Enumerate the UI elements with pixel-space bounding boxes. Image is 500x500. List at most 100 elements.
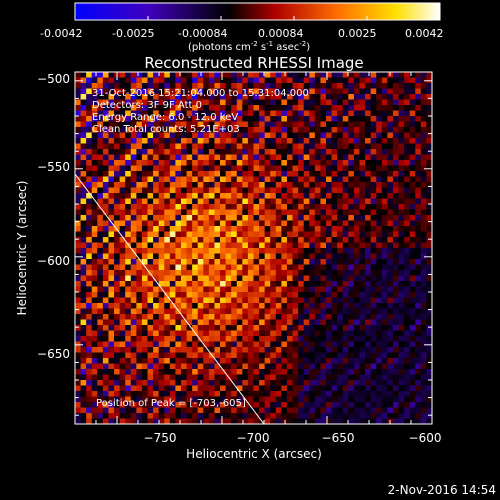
heatmap-cell xyxy=(80,358,87,364)
heatmap-cell xyxy=(342,88,349,95)
heatmap-cell xyxy=(309,209,316,216)
heatmap-cell xyxy=(331,418,338,424)
heatmap-cell xyxy=(169,99,176,106)
heatmap-cell xyxy=(91,149,98,155)
heatmap-cell xyxy=(75,83,81,89)
heatmap-cell xyxy=(314,341,321,348)
heatmap-cell xyxy=(130,341,137,348)
heatmap-cell xyxy=(353,116,360,122)
heatmap-cell xyxy=(164,143,171,150)
heatmap-cell xyxy=(264,94,271,100)
heatmap-cell xyxy=(220,160,226,166)
heatmap-cell xyxy=(281,270,288,276)
heatmap-cell xyxy=(409,182,416,188)
heatmap-cell xyxy=(108,160,115,166)
heatmap-cell xyxy=(253,127,260,133)
heatmap-cell xyxy=(326,341,332,348)
heatmap-cell xyxy=(275,154,282,161)
heatmap-cell xyxy=(409,275,416,282)
heatmap-cell xyxy=(164,204,171,210)
heatmap-cell xyxy=(125,193,132,199)
heatmap-cell xyxy=(147,292,154,298)
heatmap-cell xyxy=(376,369,383,375)
heatmap-cell xyxy=(331,292,338,298)
heatmap-cell xyxy=(125,413,132,419)
heatmap-cell xyxy=(192,374,199,381)
heatmap-cell xyxy=(376,418,383,424)
heatmap-cell xyxy=(214,418,221,424)
heatmap-cell xyxy=(359,215,366,221)
heatmap-cell xyxy=(169,132,176,139)
heatmap-cell xyxy=(259,88,265,95)
heatmap-cell xyxy=(420,264,427,271)
heatmap-cell xyxy=(353,319,360,326)
heatmap-cell xyxy=(392,358,399,364)
heatmap-cell xyxy=(320,352,327,359)
heatmap-cell xyxy=(147,352,154,359)
heatmap-cell xyxy=(298,83,305,89)
heatmap-cell xyxy=(231,275,238,282)
heatmap-cell xyxy=(164,336,171,342)
heatmap-cell xyxy=(91,187,98,194)
heatmap-cell xyxy=(370,242,377,249)
heatmap-cell xyxy=(326,385,332,392)
heatmap-cell xyxy=(348,83,355,89)
heatmap-cell xyxy=(208,209,215,216)
heatmap-cell xyxy=(286,116,293,122)
heatmap-cell xyxy=(147,132,154,139)
heatmap-cell xyxy=(225,259,232,265)
heatmap-cell xyxy=(303,264,310,271)
heatmap-cell xyxy=(242,77,249,84)
heatmap-cell xyxy=(91,380,98,386)
heatmap-cell xyxy=(409,319,416,326)
heatmap-cell xyxy=(102,369,109,375)
heatmap-cell xyxy=(75,198,81,205)
heatmap-cell xyxy=(303,303,310,309)
heatmap-cell xyxy=(80,286,87,293)
heatmap-cell xyxy=(220,352,226,359)
heatmap-cell xyxy=(180,358,187,364)
heatmap-cell xyxy=(342,187,349,194)
heatmap-cell xyxy=(387,248,394,254)
heatmap-cell xyxy=(292,341,299,348)
heatmap-cell xyxy=(180,275,187,282)
heatmap-cell xyxy=(80,369,87,375)
heatmap-cell xyxy=(108,352,115,359)
heatmap-cell xyxy=(192,187,199,194)
heatmap-cell xyxy=(331,127,338,133)
heatmap-cell xyxy=(309,352,316,359)
heatmap-cell xyxy=(326,88,332,95)
heatmap-cell xyxy=(292,165,299,172)
heatmap-cell xyxy=(404,259,410,265)
heatmap-cell xyxy=(303,314,310,320)
heatmap-cell xyxy=(169,193,176,199)
heatmap-cell xyxy=(147,176,154,183)
heatmap-cell xyxy=(253,237,260,243)
heatmap-cell xyxy=(114,187,120,194)
heatmap-cell xyxy=(392,121,399,128)
heatmap-cell xyxy=(164,237,171,243)
heatmap-cell xyxy=(147,319,154,326)
heatmap-cell xyxy=(86,385,93,392)
heatmap-cell xyxy=(376,94,383,100)
heatmap-cell xyxy=(153,143,159,150)
heatmap-cell xyxy=(298,171,305,177)
heatmap-cell xyxy=(192,303,199,309)
heatmap-cell xyxy=(125,127,132,133)
heatmap-cell xyxy=(130,418,137,424)
heatmap-cell xyxy=(158,116,165,122)
heatmap-cell xyxy=(220,88,226,95)
heatmap-cell xyxy=(264,138,271,144)
heatmap-cell xyxy=(392,99,399,106)
heatmap-cell xyxy=(208,380,215,386)
heatmap-cell xyxy=(169,215,176,221)
heatmap-cell xyxy=(337,314,344,320)
heatmap-cell xyxy=(192,259,199,265)
heatmap-cell xyxy=(303,143,310,150)
heatmap-cell xyxy=(141,248,148,254)
heatmap-cell xyxy=(370,297,377,304)
heatmap-cell xyxy=(136,286,143,293)
heatmap-cell xyxy=(314,292,321,298)
heatmap-cell xyxy=(80,88,87,95)
heatmap-cell xyxy=(158,352,165,359)
